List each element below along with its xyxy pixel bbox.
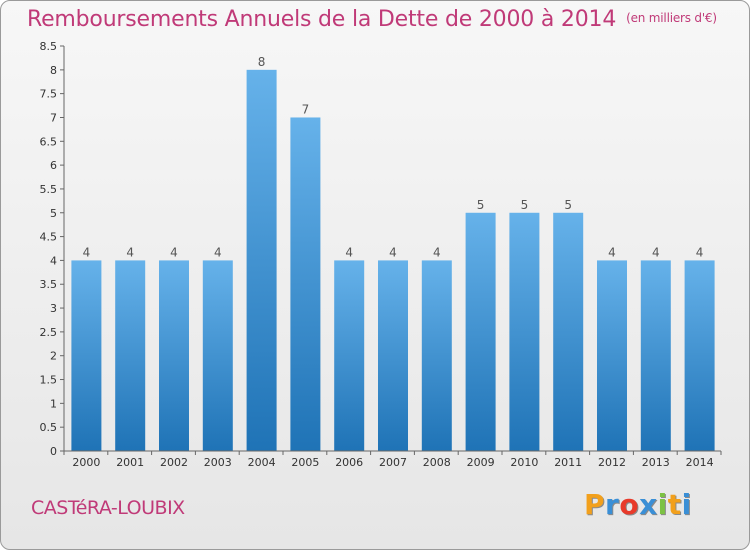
y-tick-label-1: 1 — [50, 397, 57, 410]
logo-letter: o — [619, 488, 640, 521]
y-tick-label-4.5: 4.5 — [40, 231, 58, 244]
y-tick-label-5.5: 5.5 — [40, 183, 58, 196]
x-tick-label-2013: 2013 — [642, 456, 670, 469]
data-label-2005: 7 — [302, 102, 310, 116]
y-tick-label-5: 5 — [50, 207, 57, 220]
x-tick-label-2007: 2007 — [379, 456, 407, 469]
axes-group: 2000 2001 2002 2003 2004 2005 2006 2007 2008 2009… — [40, 40, 722, 469]
x-tick-label-2011: 2011 — [554, 456, 582, 469]
data-label-2001: 4 — [126, 245, 134, 259]
data-label-2013: 4 — [652, 245, 660, 259]
data-label-2000: 4 — [83, 245, 91, 259]
x-tick-label-2003: 2003 — [204, 456, 232, 469]
data-label-2011: 5 — [564, 198, 572, 212]
bar-2001 — [115, 260, 146, 451]
x-tick-label-2012: 2012 — [598, 456, 626, 469]
data-label-2002: 4 — [170, 245, 178, 259]
bar-2010 — [509, 212, 540, 451]
y-tick-label-0: 0 — [50, 445, 57, 458]
bar-2006 — [334, 260, 365, 451]
x-tick-label-2002: 2002 — [160, 456, 188, 469]
data-label-2004: 8 — [258, 55, 266, 69]
y-tick-label-2: 2 — [50, 350, 57, 363]
logo-letter: i — [681, 488, 692, 521]
x-tick-label-2001: 2001 — [116, 456, 144, 469]
data-label-2007: 4 — [389, 245, 397, 259]
data-label-2010: 5 — [521, 198, 529, 212]
x-tick-label-2006: 2006 — [335, 456, 363, 469]
data-label-2014: 4 — [696, 245, 704, 259]
x-tick-label-2004: 2004 — [248, 456, 276, 469]
proxiti-logo: Proxiti — [584, 488, 692, 521]
bar-2012 — [597, 260, 627, 451]
y-tick-label-7.5: 7.5 — [40, 88, 58, 101]
x-tick-label-2005: 2005 — [291, 456, 319, 469]
y-tick-label-0.5: 0.5 — [40, 421, 58, 434]
logo-letter: x — [639, 488, 658, 521]
y-tick-label-6.5: 6.5 — [40, 135, 58, 148]
logo-letter: r — [605, 488, 620, 521]
chart-title: Remboursements Annuels de la Dette de 20… — [27, 7, 717, 32]
chart-unit: (en milliers d'€) — [626, 11, 717, 25]
bars-group: 4 4 4 4 8 7 4 4 4 5 5 5 4 4 4 — [71, 55, 715, 452]
x-tick-label-2008: 2008 — [423, 456, 451, 469]
y-tick-label-3.5: 3.5 — [40, 278, 58, 291]
y-tick-label-1.5: 1.5 — [40, 374, 58, 387]
bar-2005 — [290, 117, 321, 452]
bar-2004 — [246, 69, 277, 451]
bar-2013 — [640, 260, 671, 451]
bar-2011 — [553, 212, 584, 451]
data-label-2012: 4 — [608, 245, 616, 259]
data-label-2003: 4 — [214, 245, 222, 259]
bar-2000 — [71, 260, 102, 451]
data-label-2009: 5 — [477, 198, 485, 212]
y-tick-label-3: 3 — [50, 302, 57, 315]
y-tick-label-2.5: 2.5 — [40, 326, 58, 339]
chart-title-text: Remboursements Annuels de la Dette de 20… — [27, 7, 617, 32]
x-tick-label-2009: 2009 — [467, 456, 495, 469]
y-tick-label-8.5: 8.5 — [40, 40, 58, 53]
bar-2014 — [684, 260, 715, 451]
y-tick-label-7: 7 — [50, 111, 57, 124]
logo-letter: t — [667, 488, 682, 521]
bar-2007 — [378, 260, 408, 451]
x-tick-label-2000: 2000 — [72, 456, 100, 469]
bar-2009 — [465, 212, 496, 451]
x-tick-label-2010: 2010 — [510, 456, 538, 469]
y-tick-label-8: 8 — [50, 64, 57, 77]
commune-name: CASTéRA-LOUBIX — [31, 497, 185, 519]
y-tick-label-4: 4 — [50, 254, 57, 267]
x-tick-label-2014: 2014 — [686, 456, 714, 469]
logo-letter: i — [657, 488, 668, 521]
logo-letter: P — [584, 488, 606, 521]
y-tick-label-6: 6 — [50, 159, 57, 172]
data-label-2006: 4 — [345, 245, 353, 259]
bar-2003 — [202, 260, 233, 451]
data-label-2008: 4 — [433, 245, 441, 259]
bar-2008 — [421, 260, 452, 451]
bar-2002 — [159, 260, 189, 451]
